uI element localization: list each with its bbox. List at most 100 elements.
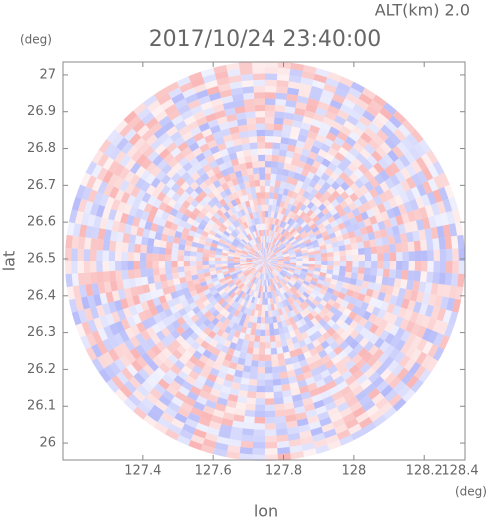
echo-cell [350, 81, 365, 94]
echo-cell [207, 191, 216, 200]
echo-cell [243, 307, 249, 315]
echo-cell [103, 365, 117, 379]
echo-cell [219, 423, 233, 433]
echo-cell [362, 201, 372, 212]
echo-cell [206, 85, 220, 96]
echo-cell [291, 322, 299, 331]
echo-cell [265, 373, 273, 380]
echo-cell [126, 194, 137, 206]
echo-cell [260, 261, 265, 266]
echo-cell [311, 432, 326, 443]
echo-cell [323, 374, 334, 385]
echo-cell [351, 207, 361, 217]
echo-cell [262, 261, 265, 267]
echo-cell [259, 342, 265, 349]
echo-cell [329, 171, 340, 182]
echo-cell [265, 261, 268, 267]
echo-cell [200, 340, 210, 350]
echo-cell [373, 195, 383, 206]
echo-cell [388, 376, 402, 390]
echo-cell [145, 337, 156, 349]
echo-cell [393, 316, 404, 328]
echo-cell [167, 198, 177, 208]
echo-cell [150, 105, 165, 118]
echo-cell [365, 208, 375, 218]
echo-cell [240, 254, 247, 258]
echo-cell [265, 454, 279, 461]
echo-cell [273, 211, 278, 219]
echo-cell [193, 401, 206, 412]
echo-cell [411, 335, 422, 349]
echo-cell [277, 219, 282, 227]
echo-cell [248, 275, 254, 281]
echo-cell [260, 242, 263, 249]
echo-cell [122, 203, 133, 215]
echo-cell [410, 348, 422, 362]
echo-cell [242, 428, 254, 436]
echo-cell [190, 434, 205, 445]
echo-cell [244, 409, 256, 417]
echo-cell [240, 263, 247, 266]
echo-cell [265, 385, 274, 393]
echo-cell [233, 261, 241, 264]
echo-cell [133, 102, 148, 116]
echo-cell [296, 261, 303, 264]
echo-cell [226, 399, 237, 409]
echo-cell [111, 133, 125, 147]
echo-cell [265, 229, 268, 237]
echo-cell [181, 146, 193, 157]
echo-cell [166, 141, 178, 153]
echo-cell [167, 157, 179, 169]
echo-cell [185, 275, 193, 283]
echo-cell [207, 295, 216, 303]
echo-cell [258, 161, 265, 168]
echo-cell [260, 248, 264, 256]
echo-cell [293, 291, 301, 299]
echo-cell [273, 397, 284, 405]
echo-cell [260, 329, 265, 336]
echo-cell [220, 291, 228, 299]
echo-cell [339, 261, 347, 267]
echo-cell [299, 203, 307, 212]
echo-cell [102, 351, 115, 366]
echo-cell [358, 337, 370, 348]
echo-cell [258, 266, 263, 273]
echo-cell [120, 191, 131, 204]
echo-cell [232, 221, 239, 229]
echo-cell [274, 309, 280, 317]
echo-cell [229, 246, 237, 251]
echo-cell [119, 179, 130, 192]
echo-cell [340, 214, 350, 223]
echo-cell [445, 248, 453, 261]
echo-cell [262, 229, 265, 237]
echo-cell [427, 343, 439, 358]
echo-cell [405, 320, 416, 333]
echo-cell [274, 334, 281, 342]
echo-cell [137, 311, 148, 322]
echo-cell [305, 376, 316, 386]
y-tick-label: 26.9 [27, 104, 56, 119]
echo-cell [262, 261, 265, 268]
echo-cell [185, 151, 196, 162]
echo-cell [84, 237, 92, 250]
echo-cell [141, 352, 153, 365]
echo-cell [166, 343, 177, 354]
echo-cell [450, 235, 459, 249]
echo-cell [202, 252, 210, 258]
echo-cell [287, 324, 294, 333]
echo-cell [387, 277, 396, 287]
echo-cell [268, 251, 274, 257]
echo-cell [261, 310, 265, 318]
echo-cell [175, 302, 184, 311]
echo-cell [301, 442, 316, 452]
echo-cell [238, 195, 245, 204]
echo-cell [258, 259, 265, 261]
echo-cell [231, 336, 239, 344]
echo-cell [191, 241, 199, 248]
echo-cell [177, 104, 191, 115]
echo-cell [227, 193, 235, 202]
echo-cell [280, 286, 286, 294]
echo-cell [83, 200, 94, 215]
echo-cell [163, 358, 175, 370]
